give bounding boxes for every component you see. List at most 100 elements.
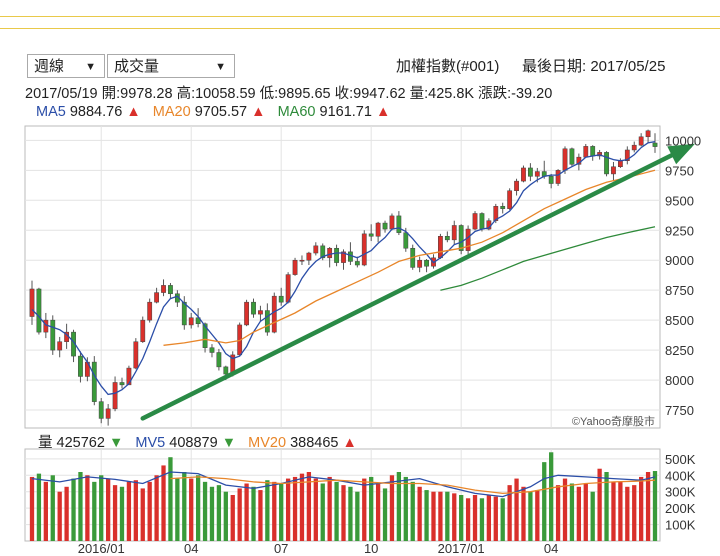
candle-body [479, 213, 485, 230]
quote-high: 高:10058.59 [176, 86, 256, 102]
volume-bar [375, 483, 381, 541]
ma60-legend-value: 9161.71 [319, 104, 372, 120]
volume-bar [597, 468, 602, 541]
time-tick-label: 04 [544, 541, 558, 556]
candle-body [188, 317, 194, 326]
volume-bar [583, 483, 588, 541]
volume-bar [147, 481, 152, 541]
volume-bar [389, 475, 395, 541]
candle-body [403, 232, 409, 249]
volume-bar [292, 476, 298, 541]
volume-bar [618, 481, 623, 541]
trend-line [140, 144, 692, 421]
candle-body [652, 142, 658, 147]
candle-body [590, 146, 596, 157]
period-select-value: 週線 [34, 58, 65, 75]
volume-bar [154, 475, 159, 541]
candle-body [562, 148, 568, 171]
volume-bar [195, 475, 201, 541]
volume-bar [230, 495, 235, 541]
candle-body [500, 206, 506, 209]
axis-labels: 10000 9750 9500 9250 9000 8750 8500 8250 8000 775… [78, 133, 701, 556]
up-triangle-icon: ▲ [342, 435, 357, 451]
volume-bar [265, 480, 270, 541]
volume-bar [576, 486, 582, 541]
volume-bar [472, 495, 478, 541]
candle-body [105, 408, 111, 419]
ma60-legend-label: MA60 [277, 104, 316, 120]
volume-bar [202, 481, 208, 541]
candle-body [306, 252, 312, 261]
volume-bar [71, 478, 76, 541]
volume-bar [431, 491, 436, 541]
candle-body [258, 310, 263, 315]
volume-bar [521, 486, 526, 541]
price-tick-label: 7750 [665, 403, 694, 418]
volume-bar [285, 478, 291, 541]
volume-bar [493, 496, 498, 541]
period-select[interactable]: 週線 ▼ [27, 54, 105, 78]
volume-bar [119, 486, 125, 541]
volume-bar [57, 491, 62, 541]
candle-body [98, 401, 104, 419]
volume-bar [639, 476, 644, 541]
volume-bar [362, 478, 367, 541]
volume-bar [216, 485, 222, 541]
candle-body [451, 225, 457, 241]
candle-body [645, 130, 651, 138]
volume-bar [92, 481, 97, 541]
candle-body [119, 382, 125, 386]
top-divider-lower [0, 28, 720, 29]
volume-bar [424, 490, 429, 541]
volume-bar [632, 485, 637, 541]
volume-legend-label: 量 [38, 435, 53, 451]
index-name: 加權指數(#001) [396, 58, 500, 75]
volume-bar [168, 457, 173, 541]
candle-body [112, 382, 118, 410]
candle-body [514, 180, 519, 191]
volume-bar [112, 485, 118, 541]
volume-tick-label: 300K [665, 485, 696, 500]
candle-body [216, 352, 222, 368]
candlesticks [29, 129, 658, 426]
volume-tick-label: 200K [665, 501, 696, 516]
ma20-legend-value: 9705.57 [194, 104, 248, 120]
chevron-down-icon: ▼ [215, 61, 226, 73]
candle-body [534, 171, 540, 177]
volume-bar [50, 475, 55, 541]
indicator-select[interactable]: 成交量 ▼ [107, 54, 235, 78]
candle-body [631, 144, 637, 151]
price-tick-label: 8750 [665, 283, 694, 298]
mv5-legend-value: 408879 [169, 435, 218, 451]
volume-bar [652, 471, 658, 541]
volume-bar [251, 486, 256, 541]
volume-bar [29, 476, 35, 541]
volume-bar [78, 472, 83, 541]
mv5-legend-label: MV5 [135, 435, 166, 451]
volume-bar [299, 473, 305, 541]
ma5-legend-value: 9884.76 [69, 104, 123, 120]
candle-body [334, 247, 339, 263]
price-tick-label: 9750 [665, 163, 694, 178]
volume-bar [320, 483, 325, 541]
volume-bar [528, 491, 533, 541]
volume-bars [29, 452, 658, 541]
candle-body [133, 341, 139, 369]
candle-body [278, 295, 284, 303]
ma5-line [31, 140, 656, 396]
candle-body [521, 167, 526, 182]
candle-body [154, 292, 159, 303]
trend-arrowhead [667, 143, 695, 165]
time-tick-label: 2017/01 [438, 541, 485, 556]
volume-bar [36, 473, 42, 541]
mv20-line [170, 476, 656, 495]
candle-body [209, 347, 215, 353]
volume-bar [382, 488, 388, 541]
candle-body [624, 149, 630, 162]
volume-bar [645, 472, 651, 541]
last-date: 最後日期: 2017/05/25 [522, 58, 666, 75]
candle-body [251, 301, 256, 315]
price-tick-label: 9250 [665, 223, 694, 238]
volume-bar [133, 480, 138, 541]
volume-bar [549, 452, 554, 541]
